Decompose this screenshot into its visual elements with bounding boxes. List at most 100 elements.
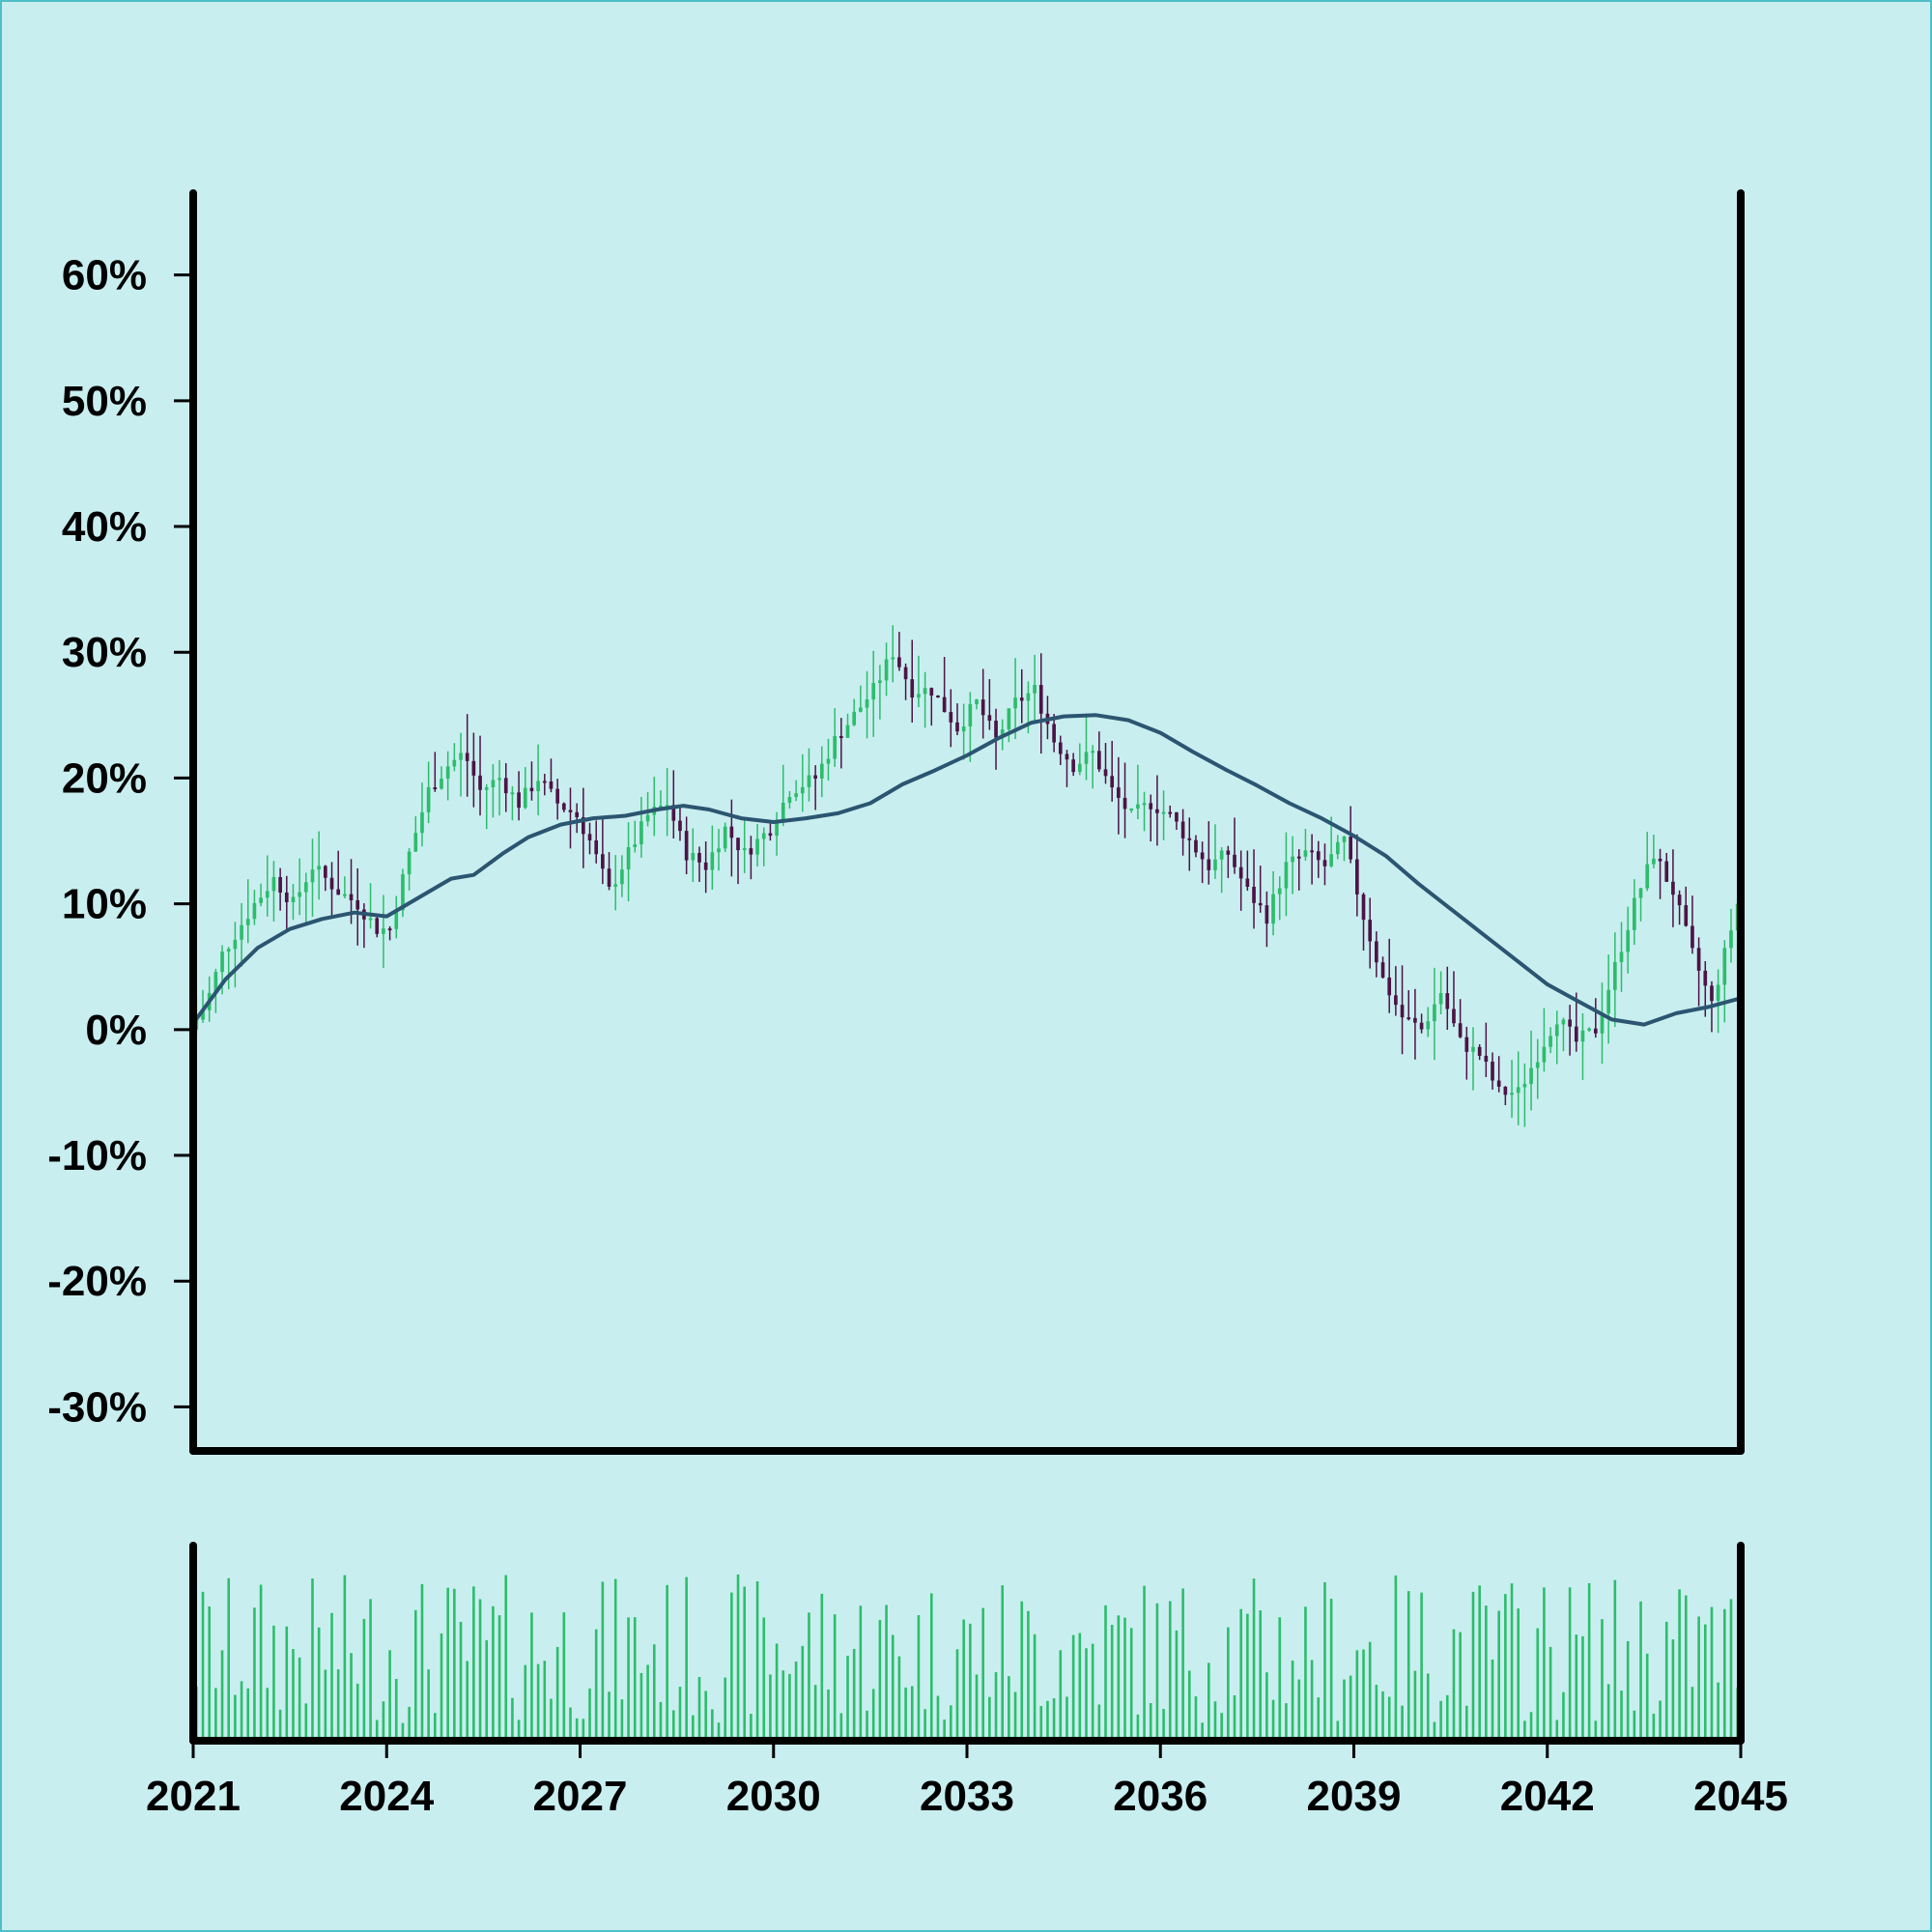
candle-body <box>1645 864 1650 889</box>
volume-bar <box>1227 1627 1230 1741</box>
candle-body <box>1117 787 1121 798</box>
candle-body <box>903 667 908 680</box>
volume-bar <box>550 1698 553 1741</box>
candle-body <box>1271 894 1275 924</box>
volume-bar <box>1562 1691 1565 1741</box>
volume-bar <box>375 1719 379 1741</box>
candle-body <box>1052 724 1056 743</box>
volume-bar <box>1104 1605 1107 1741</box>
y-tick-label: -30% <box>47 1383 147 1431</box>
candle-body <box>440 778 443 789</box>
candle-body <box>368 918 373 921</box>
volume-bar <box>272 1625 275 1741</box>
candle-body <box>1065 753 1069 760</box>
volume-bar <box>1201 1722 1204 1741</box>
candle-body <box>1491 1062 1494 1081</box>
volume-bar <box>692 1715 695 1741</box>
volume-bar <box>1536 1628 1540 1741</box>
candle-body <box>324 866 327 878</box>
candle-body <box>1058 742 1063 754</box>
candle-body <box>723 826 727 849</box>
volume-bar <box>1543 1587 1546 1741</box>
candle-body <box>542 781 547 783</box>
y-tick-label: 0% <box>85 1007 147 1054</box>
candle-body <box>1568 1019 1572 1027</box>
volume-bar <box>336 1669 340 1741</box>
candle-body <box>1677 895 1682 906</box>
candle-body <box>575 811 579 817</box>
volume-bar <box>278 1709 282 1741</box>
candle-body <box>407 851 412 875</box>
candle-body <box>1142 803 1147 806</box>
volume-bar <box>1129 1628 1133 1741</box>
candle-body <box>336 889 341 895</box>
candle-body <box>1561 1019 1566 1025</box>
volume-bar <box>1252 1578 1256 1741</box>
volume-bar <box>1317 1697 1321 1741</box>
volume-bar <box>685 1577 688 1741</box>
candle-body <box>523 787 527 809</box>
volume-bar <box>382 1701 385 1741</box>
candle-body <box>582 816 585 835</box>
volume-bar <box>1690 1687 1694 1741</box>
candle-body <box>1684 905 1689 926</box>
volume-bar <box>1187 1670 1191 1741</box>
candle-body <box>568 810 573 812</box>
candle-body <box>459 753 463 760</box>
volume-bar <box>1168 1601 1172 1741</box>
candle-body <box>781 803 785 823</box>
volume-bar <box>1265 1672 1268 1741</box>
volume-bar <box>962 1619 965 1741</box>
volume-bar <box>1517 1608 1520 1741</box>
volume-bar <box>1723 1608 1726 1741</box>
candle-body <box>1413 1017 1417 1023</box>
volume-bar <box>1065 1696 1068 1741</box>
volume-bar <box>201 1591 205 1741</box>
volume-bar <box>1008 1676 1010 1741</box>
candle-body <box>245 919 250 925</box>
y-tick-label: 40% <box>62 503 147 551</box>
volume-bar <box>575 1718 579 1741</box>
candle-body <box>1419 1022 1424 1030</box>
volume-bar <box>1717 1682 1719 1741</box>
candle-body <box>529 787 534 792</box>
volume-bar <box>1027 1610 1030 1741</box>
candle-body <box>555 788 559 804</box>
volume-bar <box>497 1615 501 1741</box>
candle-body <box>1296 856 1301 859</box>
moving-average-line <box>191 713 1742 1027</box>
volume-bar <box>420 1583 424 1741</box>
candle-body <box>1574 1026 1578 1042</box>
candle-body <box>1180 821 1185 838</box>
candle-body <box>1426 1021 1431 1030</box>
candle-body <box>1175 811 1179 822</box>
candle-body <box>865 699 869 708</box>
x-axis-ticks: 2021 2024 2027 2030 2033 2036 2039 2042 2045 <box>146 1741 1788 1820</box>
candle-body <box>1329 854 1333 867</box>
candle-body <box>839 735 843 738</box>
candle-body <box>1471 1046 1475 1052</box>
volume-bar <box>1529 1712 1533 1741</box>
volume-bar <box>298 1657 301 1741</box>
volume-bar <box>1433 1721 1436 1741</box>
candle-body <box>1110 776 1115 788</box>
volume-bar <box>588 1688 591 1741</box>
candle-body <box>587 834 592 840</box>
candle-body <box>1355 859 1359 895</box>
y-tick-label: 30% <box>62 629 147 676</box>
candle-body <box>697 852 701 863</box>
volume-bar <box>1343 1679 1346 1741</box>
volume-bar <box>311 1577 314 1741</box>
candle-body <box>1464 1037 1469 1052</box>
candle-body <box>961 726 966 732</box>
candle-body <box>703 862 708 870</box>
volume-bar <box>1208 1662 1210 1741</box>
candle-body <box>252 902 257 920</box>
volume-bar <box>671 1710 675 1741</box>
candle-body <box>1000 729 1005 738</box>
candle-body <box>942 696 947 713</box>
volume-bar <box>1471 1591 1475 1741</box>
x-tick-label: 2033 <box>920 1773 1014 1820</box>
y-tick-label: 20% <box>62 754 147 802</box>
volume-bar <box>530 1612 533 1741</box>
